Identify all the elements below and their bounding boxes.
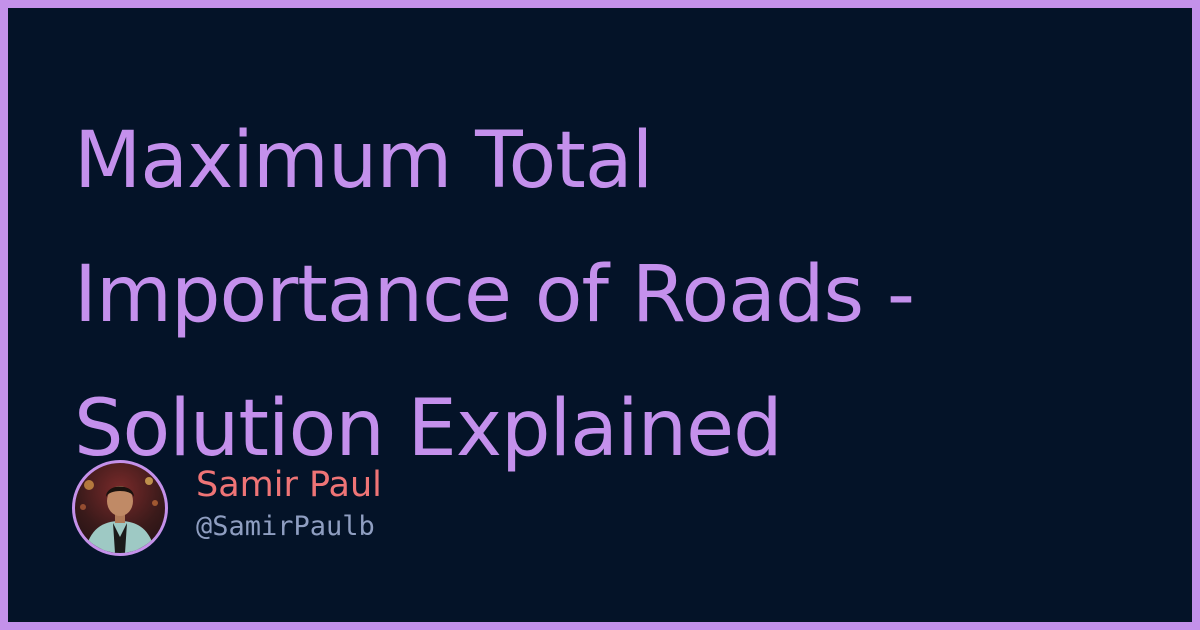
title-line-1: Maximum Total <box>74 116 653 206</box>
person-photo-icon <box>80 477 158 553</box>
author-avatar <box>72 460 168 556</box>
article-title: Maximum Total Importance of Roads - Solu… <box>74 94 1154 496</box>
author-block: Samir Paul @SamirPaulb <box>72 458 382 558</box>
author-name: Samir Paul <box>196 465 382 505</box>
author-handle: @SamirPaulb <box>196 511 375 542</box>
title-line-3: Solution Explained <box>74 384 783 474</box>
author-text: Samir Paul @SamirPaulb <box>196 465 382 545</box>
title-line-2: Importance of Roads - <box>74 250 915 340</box>
